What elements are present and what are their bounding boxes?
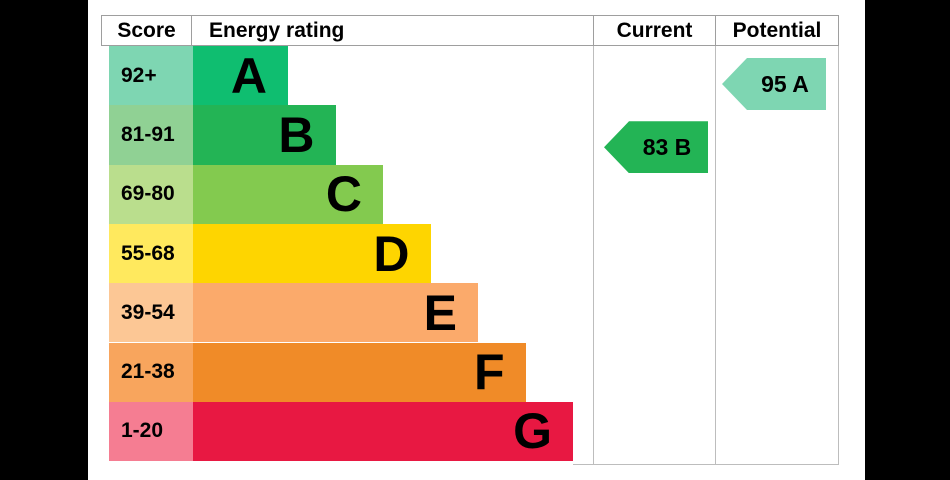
score-range-g: 1-20 bbox=[109, 401, 193, 462]
score-range-d: 55-68 bbox=[109, 223, 193, 284]
column-divider-current-left bbox=[593, 46, 594, 465]
band-bar-d: D bbox=[193, 223, 431, 284]
score-range-b: 81-91 bbox=[109, 105, 193, 165]
table-bottom-border bbox=[573, 464, 838, 465]
current-rating-arrow: 83 B bbox=[604, 121, 708, 174]
band-bar-f: F bbox=[193, 342, 526, 402]
band-bar-g: G bbox=[193, 401, 573, 462]
header-current: Current bbox=[593, 15, 715, 46]
column-divider-potential-left bbox=[715, 46, 716, 465]
potential-rating-arrow: 95 A bbox=[722, 58, 826, 110]
score-range-e: 39-54 bbox=[109, 283, 193, 343]
band-bar-a: A bbox=[193, 46, 288, 106]
score-range-a: 92+ bbox=[109, 46, 193, 106]
table-right-border bbox=[838, 46, 839, 465]
header-score: Score bbox=[101, 15, 191, 46]
header-potential: Potential bbox=[715, 15, 839, 46]
band-bar-e: E bbox=[193, 283, 478, 343]
band-bar-b: B bbox=[193, 105, 336, 165]
score-range-c: 69-80 bbox=[109, 164, 193, 224]
band-bar-c: C bbox=[193, 164, 383, 224]
score-range-f: 21-38 bbox=[109, 342, 193, 402]
header-energy-rating: Energy rating bbox=[191, 15, 593, 46]
